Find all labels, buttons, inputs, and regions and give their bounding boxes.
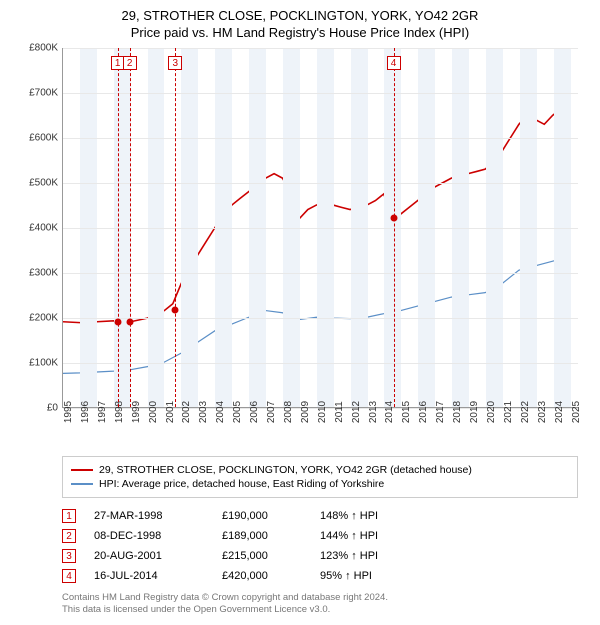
transaction-row: 2 08-DEC-1998 £189,000 144% ↑ HPI [62,526,578,546]
transaction-price: £189,000 [222,530,302,542]
plot-area: £0£100K£200K£300K£400K£500K£600K£700K£80… [62,48,578,408]
grid-line-h [63,318,578,319]
footer-attribution: Contains HM Land Registry data © Crown c… [62,592,578,617]
grid-line-h [63,93,578,94]
y-axis-label: £100K [13,358,58,369]
grid-line-h [63,138,578,139]
transaction-marker: 2 [62,529,76,543]
marker-line [175,48,176,407]
marker-dot [126,318,133,325]
marker-line [130,48,131,407]
legend-label: 29, STROTHER CLOSE, POCKLINGTON, YORK, Y… [99,464,472,476]
y-axis-label: £500K [13,178,58,189]
transaction-price: £420,000 [222,570,302,582]
legend-label: HPI: Average price, detached house, East… [99,478,384,490]
marker-box: 2 [123,56,137,70]
y-axis-label: £800K [13,43,58,54]
marker-dot [172,307,179,314]
y-axis-label: £700K [13,88,58,99]
footer-line1: Contains HM Land Registry data © Crown c… [62,592,578,604]
transaction-price: £190,000 [222,510,302,522]
transaction-row: 4 16-JUL-2014 £420,000 95% ↑ HPI [62,566,578,586]
marker-dot [390,215,397,222]
marker-box: 4 [387,56,401,70]
grid-line-h [63,48,578,49]
legend: 29, STROTHER CLOSE, POCKLINGTON, YORK, Y… [62,456,578,498]
transaction-marker: 1 [62,509,76,523]
marker-box: 3 [168,56,182,70]
transaction-date: 20-AUG-2001 [94,550,204,562]
chart-container: 29, STROTHER CLOSE, POCKLINGTON, YORK, Y… [0,0,600,625]
transaction-marker: 3 [62,549,76,563]
chart-area: £0£100K£200K£300K£400K£500K£600K£700K£80… [62,48,578,428]
title-address: 29, STROTHER CLOSE, POCKLINGTON, YORK, Y… [12,8,588,23]
title-block: 29, STROTHER CLOSE, POCKLINGTON, YORK, Y… [12,8,588,40]
marker-line [118,48,119,407]
marker-line [394,48,395,407]
transaction-pct: 144% ↑ HPI [320,530,410,542]
transaction-table: 1 27-MAR-1998 £190,000 148% ↑ HPI 2 08-DEC-19… [62,506,578,586]
y-axis-label: £200K [13,313,58,324]
grid-line-h [63,228,578,229]
marker-dot [114,318,121,325]
transaction-marker: 4 [62,569,76,583]
legend-item: HPI: Average price, detached house, East… [71,477,569,491]
y-axis-label: £0 [13,403,58,414]
grid-line-h [63,273,578,274]
transaction-date: 08-DEC-1998 [94,530,204,542]
grid-line-h [63,183,578,184]
title-subtitle: Price paid vs. HM Land Registry's House … [12,25,588,40]
y-axis-label: £300K [13,268,58,279]
grid-line-h [63,363,578,364]
footer-line2: This data is licensed under the Open Gov… [62,604,578,616]
transaction-date: 27-MAR-1998 [94,510,204,522]
y-axis-label: £400K [13,223,58,234]
y-axis-label: £600K [13,133,58,144]
legend-swatch [71,483,93,485]
transaction-price: £215,000 [222,550,302,562]
transaction-pct: 95% ↑ HPI [320,570,410,582]
transaction-row: 3 20-AUG-2001 £215,000 123% ↑ HPI [62,546,578,566]
legend-item: 29, STROTHER CLOSE, POCKLINGTON, YORK, Y… [71,463,569,477]
transaction-date: 16-JUL-2014 [94,570,204,582]
legend-swatch [71,469,93,471]
transaction-pct: 148% ↑ HPI [320,510,410,522]
transaction-row: 1 27-MAR-1998 £190,000 148% ↑ HPI [62,506,578,526]
transaction-pct: 123% ↑ HPI [320,550,410,562]
